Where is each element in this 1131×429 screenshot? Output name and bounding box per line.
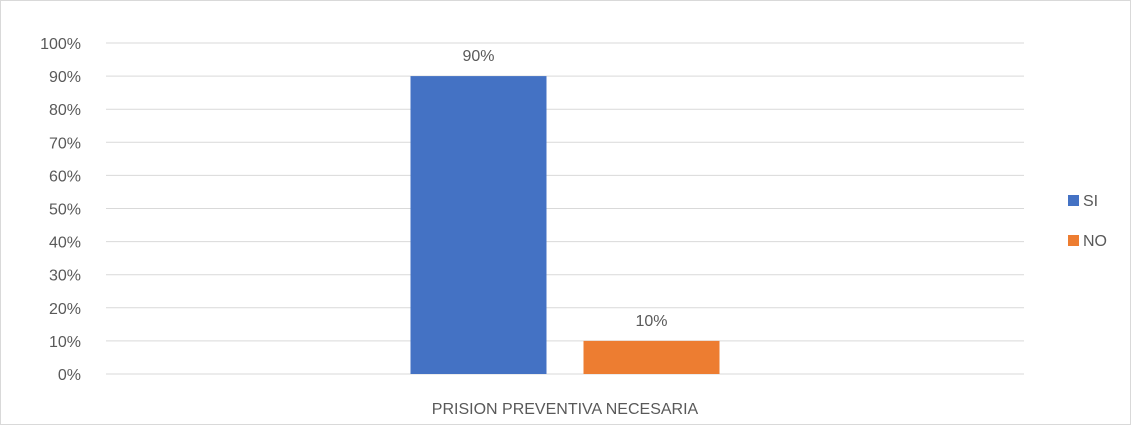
y-tick-label: 90% — [49, 69, 81, 86]
data-labels: 90% 10% — [462, 48, 667, 330]
legend: SI NO — [1068, 193, 1107, 250]
y-axis-tick-labels: 0% 10% 20% 30% 40% 50% 60% 70% 80% 90% 100% — [40, 36, 81, 384]
legend-swatch-no — [1068, 235, 1079, 246]
y-tick-label: 60% — [49, 168, 81, 185]
y-tick-label: 10% — [49, 334, 81, 351]
legend-label-si: SI — [1083, 193, 1098, 210]
x-category-label: PRISION PREVENTIVA NECESARIA — [432, 401, 699, 418]
legend-swatch-si — [1068, 195, 1079, 206]
y-tick-label: 70% — [49, 135, 81, 152]
y-tick-label: 30% — [49, 268, 81, 285]
legend-label-no: NO — [1083, 233, 1107, 250]
y-tick-label: 20% — [49, 301, 81, 318]
bar-si — [410, 76, 547, 374]
y-tick-label: 100% — [40, 36, 81, 53]
bar-no — [583, 340, 720, 374]
data-label-no: 10% — [635, 313, 667, 330]
y-tick-label: 80% — [49, 102, 81, 119]
y-tick-label: 40% — [49, 235, 81, 252]
y-tick-label: 0% — [58, 367, 81, 384]
y-tick-label: 50% — [49, 202, 81, 219]
x-axis-category-labels: PRISION PREVENTIVA NECESARIA — [432, 401, 699, 418]
bars — [410, 76, 720, 374]
data-label-si: 90% — [462, 48, 494, 65]
gridlines — [106, 42, 1024, 375]
